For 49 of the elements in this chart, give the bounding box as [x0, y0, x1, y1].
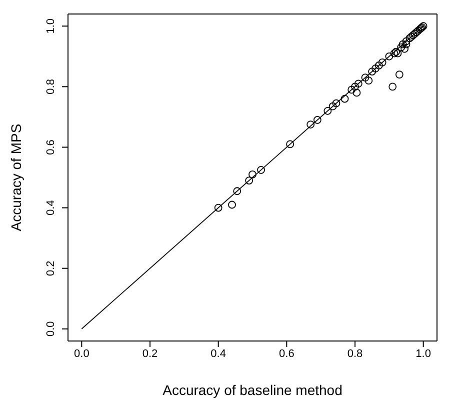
y-tick-label: 0.0	[45, 321, 57, 337]
point	[400, 44, 408, 53]
x-tick-label: 0.0	[74, 348, 90, 360]
y-tick-label: 0.8	[45, 79, 57, 94]
point	[392, 48, 400, 56]
x-tick-label: 0.4	[210, 348, 226, 360]
point	[395, 70, 404, 79]
point	[368, 68, 376, 76]
point	[394, 49, 402, 58]
point	[306, 120, 315, 128]
point	[328, 102, 337, 110]
point	[348, 86, 356, 94]
point	[245, 176, 254, 184]
point	[374, 62, 383, 70]
point	[286, 140, 294, 148]
point	[372, 64, 380, 72]
point	[378, 58, 386, 66]
point	[340, 94, 349, 103]
point	[352, 88, 361, 97]
x-tick-label: 0.8	[347, 348, 363, 360]
point	[402, 40, 410, 48]
point	[361, 74, 370, 82]
point	[332, 99, 340, 108]
x-tick-label: 0.6	[279, 348, 294, 360]
y-tick-label: 0.6	[45, 140, 57, 155]
point	[397, 43, 406, 52]
y-tick-label: 1.0	[45, 18, 57, 34]
y-tick-label: 0.4	[45, 200, 57, 216]
point	[385, 52, 394, 60]
point	[351, 82, 359, 91]
point	[364, 76, 373, 85]
point	[257, 166, 265, 174]
point	[324, 106, 332, 115]
point	[214, 204, 222, 212]
point	[354, 80, 362, 88]
x-tick-label: 1.0	[416, 348, 431, 360]
point	[402, 37, 410, 46]
x-tick-label: 0.2	[142, 348, 158, 360]
point	[248, 170, 256, 178]
point	[398, 40, 407, 48]
point	[412, 28, 420, 36]
point	[228, 200, 236, 209]
point	[390, 49, 398, 58]
x-axis-title: Accuracy of baseline method	[162, 382, 342, 398]
point	[233, 187, 242, 196]
point	[388, 82, 397, 91]
y-tick-label: 0.2	[45, 260, 57, 276]
point	[313, 116, 322, 124]
y-axis-title: Accuracy of MPS	[8, 124, 24, 232]
